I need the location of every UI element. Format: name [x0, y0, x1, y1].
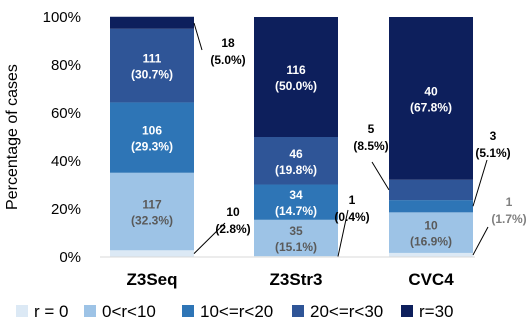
y-tick-label: 60%	[51, 105, 81, 122]
bar-segment	[389, 212, 473, 253]
bar-segment	[110, 172, 194, 251]
annotation-count-label: 1	[506, 195, 513, 209]
x-category-label: Z3Seq	[126, 270, 177, 289]
legend-swatch	[182, 305, 194, 317]
segment-percent-label: (15.1%)	[275, 240, 317, 254]
annotation-count-label: 5	[368, 122, 375, 136]
annotation-leader-line	[472, 226, 489, 256]
annotation-percent-label: (1.7%)	[491, 212, 526, 226]
segment-count-label: 46	[289, 147, 303, 161]
y-tick-label: 100%	[43, 9, 81, 26]
y-tick-label: 20%	[51, 201, 81, 218]
legend-label: 10<=r<20	[200, 302, 273, 321]
segment-count-label: 35	[289, 224, 303, 238]
legend-swatch	[84, 305, 96, 317]
annotation-percent-label: (2.8%)	[215, 222, 250, 236]
segment-percent-label: (67.8%)	[410, 100, 452, 114]
y-tick-label: 80%	[51, 57, 81, 74]
segment-percent-label: (29.3%)	[131, 140, 173, 154]
x-category-label: CVC4	[408, 270, 454, 289]
bar-segment	[110, 28, 194, 103]
legend-swatch	[401, 305, 413, 317]
segment-count-label: 111	[143, 52, 162, 66]
annotation-percent-label: (5.1%)	[475, 146, 510, 160]
y-tick-label: 0%	[59, 249, 81, 266]
segment-count-label: 117	[142, 198, 162, 212]
bar-segment	[110, 250, 194, 257]
x-category-label: Z3Str3	[270, 270, 323, 289]
segment-count-label: 40	[424, 84, 438, 98]
segment-count-label: 106	[142, 124, 162, 138]
y-tick-label: 40%	[51, 153, 81, 170]
segment-percent-label: (14.7%)	[275, 204, 317, 218]
annotation-leader-line	[193, 222, 226, 254]
segment-percent-label: (30.7%)	[131, 68, 173, 82]
legend-label: r=30	[419, 302, 454, 321]
segment-percent-label: (16.9%)	[410, 235, 452, 249]
segment-percent-label: (19.8%)	[275, 163, 317, 177]
segment-percent-label: (32.3%)	[131, 214, 173, 228]
legend-label: r = 0	[34, 302, 69, 321]
legend-swatch	[16, 305, 28, 317]
legend-label: 0<r<10	[102, 302, 156, 321]
annotation-count-label: 10	[226, 205, 240, 219]
annotation-percent-label: (0.4%)	[334, 210, 369, 224]
segment-count-label: 34	[289, 188, 303, 202]
annotation-count-label: 18	[221, 36, 235, 50]
bar-segment	[254, 219, 338, 257]
segment-count-label: 10	[424, 219, 438, 233]
bar-segment	[254, 184, 338, 220]
bar-segment	[389, 252, 473, 257]
bar-segment	[389, 179, 473, 201]
annotation-leader-line	[337, 209, 349, 257]
bar-segment	[110, 102, 194, 173]
annotation-percent-label: (8.5%)	[353, 139, 388, 153]
y-axis-label: Percentage of cases	[4, 64, 21, 210]
annotation-leader-line	[193, 22, 203, 51]
annotation-percent-label: (5.0%)	[210, 53, 245, 67]
annotation-count-label: 1	[349, 193, 356, 207]
annotation-leader-line	[371, 161, 390, 191]
annotation-leader-line	[472, 159, 488, 207]
segment-count-label: 116	[286, 63, 306, 77]
legend-swatch	[292, 305, 304, 317]
bar-segment	[389, 200, 473, 213]
bar-segment	[254, 137, 338, 185]
bar-segment	[254, 17, 338, 137]
legend-label: 20<=r<30	[310, 302, 383, 321]
bar-segment	[110, 16, 194, 29]
bar-segment	[389, 17, 473, 180]
segment-percent-label: (50.0%)	[275, 79, 317, 93]
annotation-count-label: 3	[490, 129, 497, 143]
